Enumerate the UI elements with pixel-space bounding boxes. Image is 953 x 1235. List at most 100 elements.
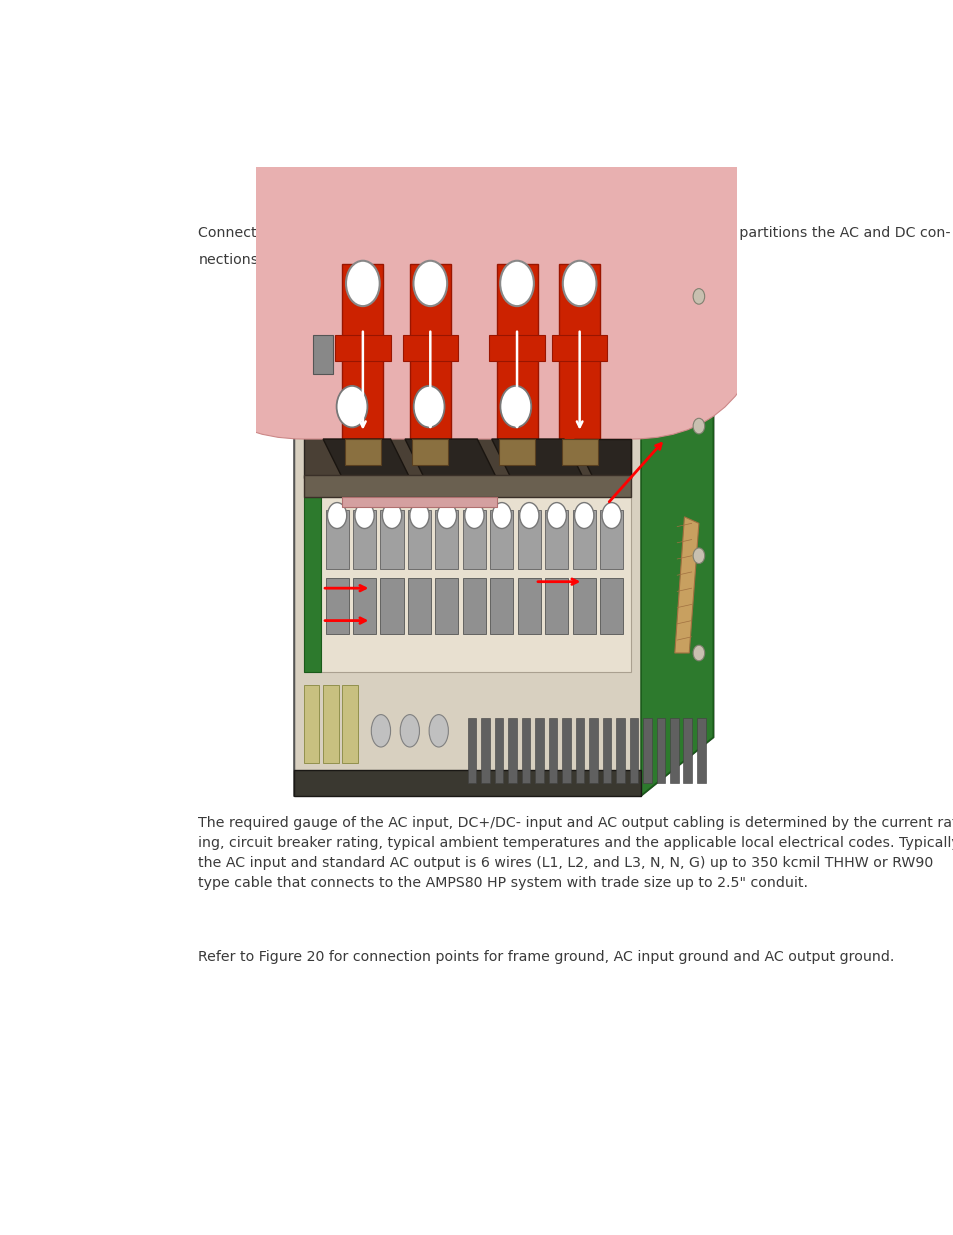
Ellipse shape (437, 233, 470, 287)
Bar (303, 498, 320, 672)
FancyBboxPatch shape (159, 5, 775, 438)
Text: nections: nections (198, 253, 258, 267)
Circle shape (414, 385, 444, 427)
Bar (669, 718, 678, 783)
Text: Refer to Figure 20 for connection points for frame ground, AC input ground and A: Refer to Figure 20 for connection points… (198, 950, 894, 963)
Bar (303, 685, 319, 763)
Bar (342, 264, 383, 446)
Bar (656, 718, 664, 783)
Ellipse shape (400, 233, 433, 287)
Bar (517, 578, 540, 634)
Circle shape (519, 503, 538, 529)
Bar (494, 718, 503, 783)
Ellipse shape (482, 233, 515, 287)
Bar (545, 510, 568, 568)
Bar (435, 510, 458, 568)
Bar (335, 335, 390, 361)
Bar (558, 264, 599, 446)
Bar (490, 510, 513, 568)
FancyBboxPatch shape (314, 336, 333, 374)
Circle shape (693, 289, 704, 304)
Bar (325, 510, 348, 568)
Polygon shape (405, 440, 496, 478)
Circle shape (413, 261, 447, 306)
Bar (380, 510, 403, 568)
Circle shape (492, 503, 511, 529)
Bar (344, 438, 380, 464)
Bar (294, 769, 640, 795)
Bar (410, 264, 451, 446)
Bar (561, 438, 598, 464)
Ellipse shape (371, 715, 390, 747)
Circle shape (382, 503, 401, 529)
Bar (552, 335, 607, 361)
Polygon shape (323, 440, 410, 478)
Bar (467, 718, 476, 783)
Polygon shape (573, 440, 631, 478)
Bar (342, 498, 496, 508)
Circle shape (500, 385, 531, 427)
Bar (572, 510, 596, 568)
Bar (548, 718, 557, 783)
Bar (602, 718, 611, 783)
Bar (408, 578, 431, 634)
Ellipse shape (517, 233, 551, 287)
Bar (342, 685, 357, 763)
Polygon shape (294, 186, 713, 795)
Bar (408, 510, 431, 568)
Bar (697, 718, 705, 783)
Circle shape (346, 261, 379, 306)
Bar (353, 510, 375, 568)
Circle shape (327, 503, 346, 529)
Bar (575, 718, 583, 783)
Bar (682, 718, 692, 783)
Bar (303, 498, 631, 672)
Bar (480, 718, 489, 783)
Bar (599, 578, 622, 634)
Bar (508, 718, 517, 783)
Bar (599, 510, 622, 568)
Circle shape (693, 645, 704, 661)
Bar (380, 578, 403, 634)
Bar (462, 510, 485, 568)
Polygon shape (640, 186, 713, 795)
Circle shape (336, 385, 367, 427)
Circle shape (547, 503, 566, 529)
Bar (412, 438, 448, 464)
Ellipse shape (429, 715, 448, 747)
Circle shape (464, 503, 483, 529)
Bar (629, 718, 638, 783)
Circle shape (410, 503, 429, 529)
Circle shape (562, 261, 596, 306)
Bar (561, 718, 570, 783)
Bar (303, 199, 631, 478)
Bar (353, 578, 375, 634)
Circle shape (574, 503, 594, 529)
Circle shape (436, 503, 456, 529)
Circle shape (355, 503, 374, 529)
Bar (521, 718, 530, 783)
Bar (402, 335, 457, 361)
Bar (535, 718, 543, 783)
Bar (498, 438, 535, 464)
Bar (303, 474, 631, 498)
Bar (462, 578, 485, 634)
Bar (325, 578, 348, 634)
Bar (642, 718, 651, 783)
Bar (489, 335, 544, 361)
Bar (490, 578, 513, 634)
Bar (588, 718, 598, 783)
Circle shape (693, 419, 704, 433)
Bar (517, 510, 540, 568)
Text: The required gauge of the AC input, DC+/DC- input and AC output cabling is deter: The required gauge of the AC input, DC+/… (198, 816, 953, 890)
Bar (323, 685, 338, 763)
Circle shape (601, 503, 620, 529)
Circle shape (499, 261, 534, 306)
Bar (572, 578, 596, 634)
Bar (616, 718, 624, 783)
Bar (545, 578, 568, 634)
Polygon shape (674, 516, 699, 653)
Circle shape (693, 548, 704, 563)
Text: Connection points are accessed from the top of the unit. A protective panel part: Connection points are accessed from the … (198, 226, 950, 240)
Bar (435, 578, 458, 634)
